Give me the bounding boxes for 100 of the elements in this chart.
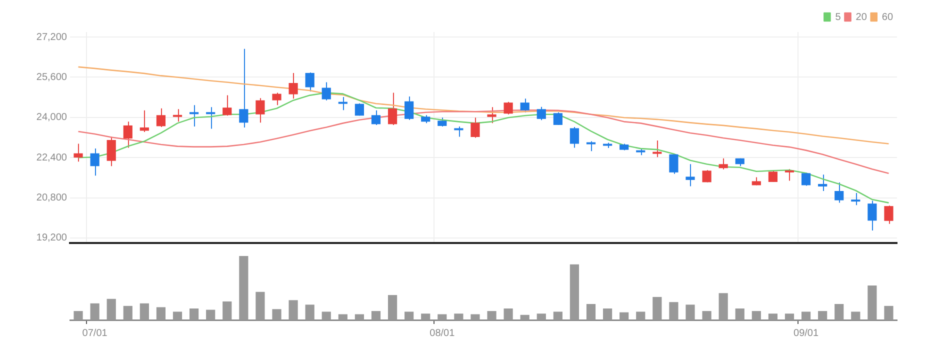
candlestick (338, 96, 348, 111)
bar (256, 292, 265, 320)
bar (74, 311, 83, 320)
candlestick (288, 72, 298, 100)
y-tick-label: 19,200 (36, 232, 68, 244)
candlestick (586, 140, 596, 152)
candlestick (784, 168, 794, 182)
candlestick (520, 98, 530, 113)
bar (620, 312, 629, 320)
bar (669, 302, 678, 320)
bar (156, 307, 166, 320)
candlestick (686, 164, 695, 187)
bar (884, 306, 894, 320)
legend-label: 60 (882, 12, 894, 23)
bar (536, 314, 546, 320)
bar (520, 314, 530, 320)
bar (652, 296, 662, 320)
candlestick (470, 117, 480, 138)
y-tick-label: 27,200 (36, 32, 68, 43)
bar (686, 304, 695, 320)
bar (354, 314, 364, 320)
candlestick (239, 48, 248, 128)
bar (603, 308, 612, 320)
candlestick (652, 140, 662, 158)
bar (90, 303, 100, 320)
bar (818, 311, 828, 320)
bar (636, 312, 646, 320)
candlestick (504, 101, 513, 115)
bar (172, 312, 182, 320)
y-tick-label: 20,800 (36, 192, 68, 204)
candlestick (190, 104, 199, 127)
legend-label: 5 (835, 12, 842, 23)
bar (106, 298, 116, 320)
bar (851, 312, 860, 320)
candlestick (90, 148, 100, 176)
candlestick (222, 94, 232, 116)
bar (718, 293, 728, 320)
candlestick (718, 158, 728, 170)
candlestick (272, 92, 282, 106)
candlestick (454, 126, 464, 138)
legend-label: 20 (856, 12, 868, 23)
candlestick (388, 92, 398, 126)
bar (222, 301, 232, 320)
bar (123, 306, 132, 320)
candlestick (106, 136, 116, 167)
bar (190, 308, 199, 320)
candlestick (404, 96, 414, 120)
y-tick-label: 24,000 (36, 112, 68, 124)
candlestick (553, 112, 562, 126)
bar (487, 311, 496, 320)
bar (388, 295, 398, 320)
bar (735, 308, 744, 320)
bar (868, 285, 877, 320)
candlestick (206, 106, 216, 130)
candlestick (371, 110, 381, 126)
bar (454, 314, 464, 320)
candlestick (123, 121, 132, 148)
candlestick (702, 170, 712, 183)
candlestick (172, 108, 182, 122)
bar (371, 311, 381, 320)
bar (553, 312, 562, 320)
bar (322, 312, 331, 320)
candlestick (354, 102, 364, 116)
candlestick (868, 200, 877, 231)
bar (752, 311, 761, 320)
bar (288, 300, 298, 320)
bar (239, 256, 248, 320)
candlestick (801, 172, 811, 186)
y-tick-label: 25,600 (36, 72, 68, 83)
candlestick (74, 143, 83, 162)
candlestick (156, 108, 166, 128)
bar (305, 304, 314, 320)
x-tick-label: 07/01 (82, 328, 108, 339)
bar (834, 304, 844, 320)
bar (784, 314, 794, 320)
bar (702, 311, 712, 320)
x-tick-label: 09/01 (794, 328, 819, 339)
bar (206, 310, 216, 320)
y-tick-label: 22,400 (36, 152, 68, 164)
candlestick (818, 174, 828, 192)
candlestick (884, 205, 894, 224)
candlestick (322, 82, 331, 101)
bar (586, 304, 596, 320)
bar (404, 312, 414, 320)
candlestick (851, 192, 860, 206)
x-tick-label: 08/01 (430, 328, 456, 339)
candlestick (305, 72, 314, 92)
bar (768, 314, 778, 320)
bar (801, 312, 811, 320)
bar (470, 314, 480, 320)
bar (438, 314, 447, 320)
bar (504, 308, 513, 320)
candlestick (536, 106, 546, 121)
bar (140, 303, 149, 320)
bar (570, 264, 580, 320)
bar (272, 309, 282, 320)
bar (338, 314, 348, 320)
candlestick (570, 126, 580, 148)
candlestick (256, 98, 265, 124)
candlestick (669, 153, 678, 174)
